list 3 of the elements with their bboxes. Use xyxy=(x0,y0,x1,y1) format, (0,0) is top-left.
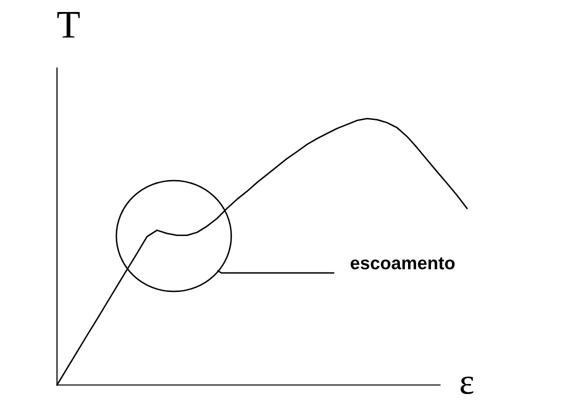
y-axis-title: T xyxy=(57,12,80,38)
annotation: escoamento xyxy=(350,257,455,270)
x-axis-title: ε xyxy=(460,376,474,394)
